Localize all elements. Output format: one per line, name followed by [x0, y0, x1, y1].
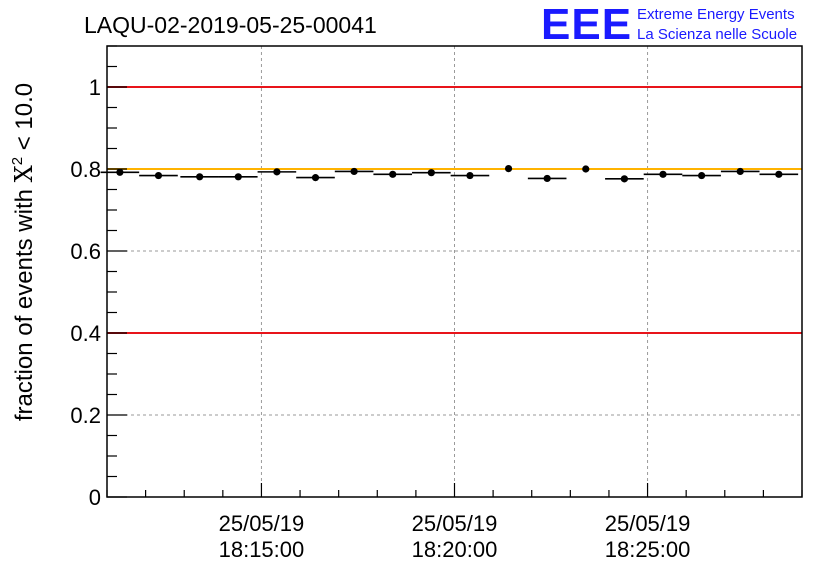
data-marker: [234, 173, 242, 181]
data-point: [334, 167, 374, 176]
data-marker: [154, 171, 163, 180]
data-marker: [350, 167, 358, 176]
data-point: [582, 165, 590, 173]
logo-mark: EEE: [541, 0, 632, 49]
data-point: [180, 173, 219, 181]
data-point: [759, 170, 799, 178]
data-marker: [427, 169, 435, 177]
eee-logo: EEE Extreme Energy Events La Scienza nel…: [541, 0, 797, 49]
data-marker: [736, 167, 744, 176]
x-tick-label-date: 25/05/19: [605, 511, 691, 536]
grid: [107, 46, 802, 497]
data-point: [257, 168, 297, 176]
data-point: [218, 173, 258, 181]
data-point: [139, 171, 178, 180]
y-tick-label: 0: [89, 485, 101, 510]
data-point: [643, 170, 683, 178]
data-point: [450, 171, 490, 180]
data-points: [100, 164, 799, 183]
data-point: [720, 167, 760, 176]
y-axis-label-exponent: 2: [9, 157, 26, 165]
data-point: [527, 174, 567, 183]
data-point: [100, 168, 140, 176]
y-axis-label-prefix: fraction of events with: [11, 182, 38, 421]
y-axis-label-symbol: X: [10, 165, 38, 182]
y-tick-label: 0.4: [70, 321, 101, 346]
data-marker: [273, 168, 281, 176]
data-marker: [659, 170, 667, 178]
x-tick-label-time: 18:25:00: [605, 537, 691, 562]
x-tick-label-time: 18:15:00: [219, 537, 305, 562]
axes: 00.20.40.60.8125/05/1918:15:0025/05/1918…: [70, 45, 803, 562]
x-tick-label-time: 18:20:00: [412, 537, 498, 562]
data-marker: [311, 174, 320, 182]
y-tick-label: 1: [89, 75, 101, 100]
y-axis-label: fraction of events with X2 < 10.0: [9, 83, 38, 421]
data-marker: [775, 170, 783, 178]
data-point: [504, 164, 513, 173]
data-marker: [389, 170, 397, 178]
y-axis-label-suffix: < 10.0: [11, 83, 38, 157]
data-point: [373, 170, 413, 178]
data-marker: [582, 165, 590, 173]
data-marker: [698, 171, 706, 180]
y-tick-label: 0.8: [70, 157, 101, 182]
x-tick-label-date: 25/05/19: [219, 511, 305, 536]
data-marker: [504, 164, 513, 173]
data-point: [412, 169, 451, 177]
chart-title: LAQU-02-2019-05-25-00041: [84, 12, 377, 38]
data-marker: [543, 174, 551, 183]
data-point: [605, 175, 644, 183]
data-marker: [196, 173, 204, 181]
data-point: [296, 174, 335, 182]
x-tick-label-date: 25/05/19: [412, 511, 498, 536]
data-point: [682, 171, 721, 180]
logo-line2: La Scienza nelle Scuole: [637, 26, 797, 43]
data-marker: [116, 168, 124, 176]
logo-line1: Extreme Energy Events: [637, 6, 795, 23]
data-marker: [466, 171, 474, 180]
y-tick-label: 0.6: [70, 239, 101, 264]
data-marker: [620, 175, 628, 183]
reference-lines: [107, 86, 802, 334]
y-tick-label: 0.2: [70, 403, 101, 428]
